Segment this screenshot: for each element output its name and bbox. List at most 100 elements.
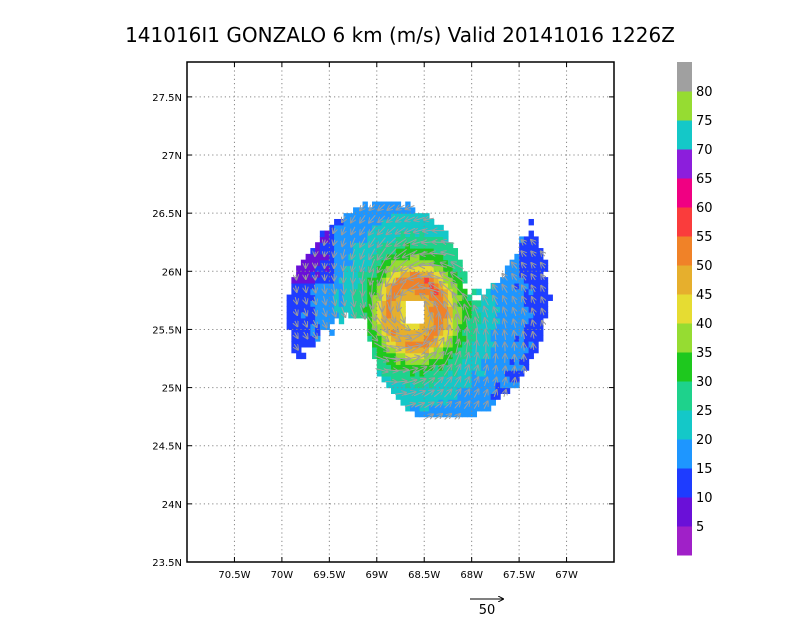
wind-cell (457, 282, 463, 290)
wind-cell (447, 248, 454, 255)
wind-cell (476, 306, 482, 313)
wind-cell (405, 381, 411, 389)
wind-vector (350, 306, 355, 318)
wind-cell (424, 346, 430, 354)
wind-cell (414, 410, 421, 418)
wind-cell (324, 236, 330, 243)
wind-cell (447, 381, 454, 389)
wind-cell (457, 370, 463, 377)
wind-vector (532, 286, 536, 293)
wind-vector (374, 342, 388, 351)
wind-cell (386, 288, 392, 296)
wind-vector (332, 307, 335, 317)
wind-vector (394, 393, 406, 395)
wind-vector (433, 365, 444, 376)
x-tick-label: 70W (271, 570, 294, 581)
wind-cell (485, 381, 492, 389)
wind-vector (504, 378, 506, 386)
wind-cell (305, 253, 311, 261)
wind-cell (500, 346, 506, 354)
wind-cell (376, 213, 383, 220)
axes: 70.5W 70W 69.5W 69W 68.5W 68W 67.5W 67W 23.5N 24N… (152, 62, 614, 581)
wind-cell (452, 312, 459, 319)
wind-cell (424, 242, 430, 249)
wind-cell (362, 253, 368, 261)
wind-cell (533, 312, 539, 319)
wind-cell (514, 329, 520, 336)
wind-cell (409, 352, 416, 360)
wind-cell (343, 288, 349, 296)
wind-cell (414, 370, 421, 377)
wind-cell (443, 282, 449, 290)
wind-cell (443, 364, 449, 371)
wind-cell (286, 294, 292, 301)
wind-cell (447, 242, 454, 249)
reference-vector: 50 (470, 599, 503, 618)
wind-cell (523, 323, 530, 331)
wind-cell (305, 341, 311, 348)
wind-vector (444, 302, 453, 323)
wind-cell (424, 405, 430, 412)
wind-cell (466, 370, 473, 377)
wind-cell (424, 259, 430, 267)
wind-cell (400, 370, 406, 377)
wind-cell (372, 265, 378, 272)
wind-cell (504, 370, 511, 377)
colorbar-label: 60 (696, 201, 713, 216)
wind-vector (495, 366, 497, 375)
wind-vector (451, 282, 464, 296)
wind-cell (443, 387, 449, 394)
wind-vector (353, 271, 354, 282)
wind-cell (476, 317, 482, 325)
wind-cell (405, 236, 411, 243)
wind-cell (343, 271, 349, 278)
wind-cell (466, 405, 473, 412)
wind-cell (391, 341, 397, 348)
wind-vector (463, 401, 469, 409)
wind-cell (353, 271, 359, 278)
wind-cell (348, 306, 354, 313)
wind-cell (414, 399, 421, 406)
wind-vector (324, 252, 325, 257)
wind-cell (452, 329, 459, 336)
wind-cell (519, 277, 525, 284)
wind-vector (424, 390, 433, 397)
wind-cell (357, 306, 364, 313)
wind-cell (419, 410, 425, 418)
wind-cell (447, 253, 454, 261)
wind-cell (405, 259, 411, 267)
wind-cell (509, 358, 515, 365)
wind-cell (443, 317, 449, 325)
wind-vector (369, 226, 376, 234)
wind-cell (528, 242, 534, 249)
wind-cell (509, 335, 515, 342)
wind-cell (476, 300, 482, 307)
wind-cell (504, 294, 511, 301)
wind-cell (433, 387, 440, 394)
wind-cell (409, 393, 416, 400)
wind-vector (361, 248, 365, 259)
wind-cell (353, 288, 359, 296)
wind-cell (495, 300, 501, 307)
wind-cell (457, 259, 463, 267)
wind-cell (324, 253, 330, 261)
wind-cell (495, 346, 501, 354)
colorbar-label: 20 (696, 433, 713, 448)
wind-vector (386, 258, 397, 273)
wind-vector (475, 353, 477, 365)
wind-cell (519, 288, 525, 296)
wind-cell (519, 370, 525, 377)
colorbar-segment (677, 497, 692, 527)
wind-cell (509, 288, 515, 296)
wind-vector (352, 248, 355, 259)
x-tick-label: 67.5W (503, 570, 535, 581)
wind-cell (300, 312, 307, 319)
wind-vector (514, 378, 515, 386)
wind-vector (474, 402, 478, 409)
wind-cell (386, 375, 392, 383)
wind-cell (296, 306, 302, 313)
wind-vector (433, 378, 443, 387)
wind-vector (334, 250, 335, 257)
wind-cell (509, 381, 515, 389)
wind-cell (419, 358, 425, 365)
